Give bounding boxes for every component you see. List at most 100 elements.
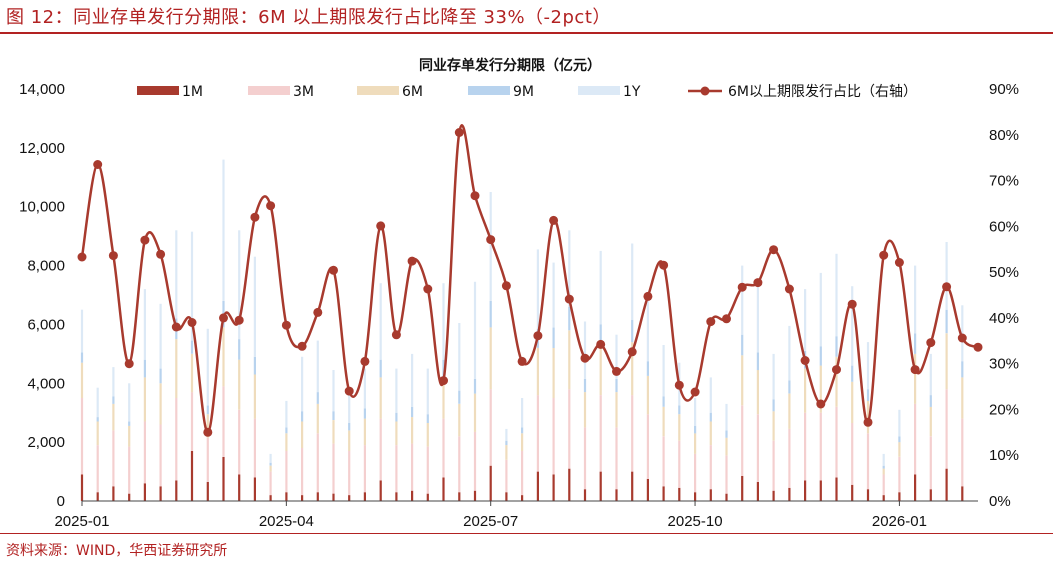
y-left-tick-label: 10,000 [19,199,65,216]
bar-9m-42 [741,334,744,356]
bar-1y-47 [819,272,822,347]
bar-1y-0 [80,309,84,353]
bar-6m-11 [253,374,256,419]
bar-series-group [80,159,964,501]
y-left-tick-label: 6,000 [27,316,65,333]
bar-1y-45 [788,325,791,381]
bar-1y-36 [646,299,649,362]
bar-1y-3 [128,383,131,422]
bar-9m-11 [253,356,256,375]
bar-1m-56 [961,486,964,501]
ratio-point-28 [517,356,527,366]
bar-1m-9 [222,456,225,501]
bar-6m-26 [489,327,492,390]
bar-9m-10 [238,339,241,360]
ratio-point-26 [486,235,496,245]
bar-9m-45 [788,380,791,394]
bar-1y-40 [709,377,712,413]
x-tick-label: 2025-01 [54,513,109,530]
bar-1y-16 [332,370,335,412]
bar-3m-34 [615,427,618,490]
bar-1y-46 [804,289,807,351]
bar-1m-40 [709,489,712,501]
bar-1y-37 [662,345,665,397]
bar-9m-8 [206,405,209,415]
ratio-point-36 [643,291,653,301]
bar-6m-32 [583,392,587,428]
bar-3m-54 [929,436,932,490]
bar-1m-36 [646,478,649,501]
bar-9m-27 [505,440,508,446]
bar-1m-0 [80,474,84,501]
bar-9m-34 [615,378,618,393]
bar-3m-2 [112,430,115,487]
ratio-point-38 [674,380,684,390]
bar-9m-48 [835,336,838,357]
bar-9m-47 [819,346,822,366]
bar-1m-14 [301,495,304,501]
ratio-point-16 [329,265,338,275]
legend: 1M 3M 6M 9M 1Y 6M以上期限发行占比（右轴） [137,84,917,100]
bar-3m-17 [348,451,351,496]
bar-1m-10 [238,474,241,501]
bar-3m-43 [756,414,759,482]
y-right-tick-label: 30% [989,356,1019,373]
legend-label-1y: 1Y [623,84,641,100]
ratio-point-20 [391,330,401,340]
bar-3m-16 [332,443,335,494]
y-left-tick-label: 4,000 [27,375,65,392]
bar-6m-27 [505,445,508,460]
ratio-point-27 [501,281,511,291]
bar-1m-39 [694,492,697,501]
bar-1y-28 [521,398,524,428]
bar-1y-2 [112,367,115,397]
ratio-point-22 [423,284,433,294]
bar-1y-50 [866,342,870,390]
ratio-point-45 [784,284,794,294]
bar-9m-4 [143,359,146,378]
legend-label-ratio: 6M以上期限发行占比（右轴） [728,84,917,100]
bar-1m-29 [536,471,539,501]
bar-3m-38 [678,440,681,488]
y-right-tick-label: 50% [989,264,1019,281]
bar-3m-30 [552,398,555,475]
bar-3m-13 [285,451,288,493]
bar-1m-12 [269,495,272,501]
bar-9m-30 [552,327,555,348]
y-left-tick-label: 12,000 [19,140,65,157]
bar-3m-51 [882,474,885,496]
bar-1y-25 [473,281,477,379]
bar-9m-18 [363,408,366,419]
bar-1m-17 [348,495,351,501]
ratio-point-55 [942,282,952,292]
bar-1m-32 [583,489,587,501]
ratio-point-21 [407,256,417,266]
ratio-line-path [80,123,979,434]
bar-1m-15 [316,492,319,501]
bar-6m-18 [363,418,366,446]
bar-1m-20 [395,492,398,501]
bar-9m-21 [411,406,414,418]
bar-1m-35 [631,471,634,501]
bar-3m-55 [945,389,948,469]
bar-6m-9 [222,327,225,387]
bar-9m-26 [489,300,492,328]
legend-swatch-ratio-marker [700,86,710,96]
legend-label-9m: 9M [513,84,534,100]
bar-9m-32 [583,378,587,393]
bar-1m-3 [128,493,131,501]
bar-6m-21 [411,417,414,444]
bar-1y-5 [159,303,162,369]
bar-9m-40 [709,412,712,422]
bar-1y-49 [851,286,854,366]
bar-1m-4 [143,483,146,501]
bar-6m-56 [961,377,964,419]
bar-1m-6 [175,480,178,501]
legend-swatch-9m [468,86,510,95]
bar-6m-29 [536,348,539,396]
bar-1y-9 [222,159,225,301]
bar-1y-11 [253,256,256,357]
bar-6m-53 [914,353,917,404]
bar-9m-13 [285,427,288,434]
